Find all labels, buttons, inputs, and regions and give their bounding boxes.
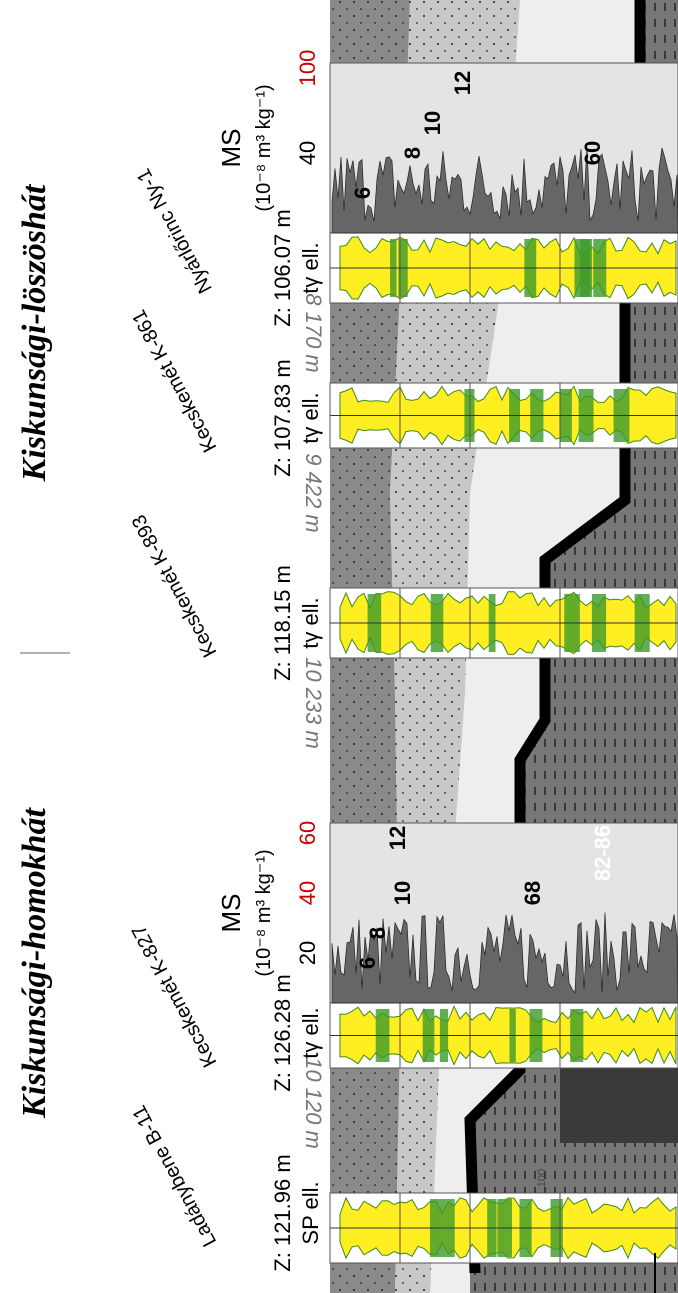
layer-label: 8 [365, 927, 390, 939]
ms-tick: 100 [295, 50, 320, 87]
well-elevation: Z: 107.83 m [270, 359, 295, 476]
ms-label: MS [216, 129, 246, 168]
title: Kiskunsági-löszöshát [16, 183, 53, 482]
well-name: Kecskemét K-893 [128, 511, 222, 661]
well-name: Kecskemét K-827 [128, 921, 222, 1071]
distance-label: 10 120 m [301, 1057, 326, 1149]
well-name: Nyárlőrinc Ny-1 [133, 165, 217, 297]
ms-tick: 40 [295, 141, 320, 165]
ms-tick: 20 [295, 941, 320, 965]
ms-label: MS [216, 894, 246, 933]
well-name: Kecskemét K-861 [128, 306, 222, 456]
well-elevation: Z: 106.07 m [270, 209, 295, 326]
depth-label: 100 [536, 1169, 548, 1187]
distance-label: 9 422 m [301, 453, 326, 533]
ms-unit: (10⁻⁸ m³ kg⁻¹) [253, 849, 275, 976]
layer-label: 10 [390, 881, 415, 905]
layer-label: 68 [520, 881, 545, 905]
log-label: tγ ell. [298, 242, 323, 293]
ms-unit: (10⁻⁸ m³ kg⁻¹) [253, 84, 275, 211]
layer-label: 6 [350, 187, 375, 199]
layer-label: 12 [385, 826, 410, 850]
ms-tick: 40 [295, 881, 320, 905]
distance-label: 8 170 m [301, 293, 326, 373]
log-label: tγ ell. [298, 597, 323, 648]
log-label: tγ ell. [298, 392, 323, 443]
layer-label: 10 [420, 111, 445, 135]
layer-label: 6 [355, 957, 380, 969]
layer-label: 8 [400, 147, 425, 159]
well-name: Ladánybene B-11 [128, 1102, 221, 1250]
well-elevation: Z: 121.96 m [270, 1154, 295, 1271]
distance-label: 10 233 m [301, 657, 326, 749]
layer-label: 60 [580, 141, 605, 165]
ms-tick: 60 [295, 821, 320, 845]
layer-label: 12 [450, 71, 475, 95]
log-label: SP ell. [298, 1181, 323, 1244]
ms-curve [331, 912, 678, 1004]
well-elevation: Z: 118.15 m [270, 565, 295, 681]
well-elevation: Z: 126.28 m [270, 974, 295, 1091]
ms-curve [331, 146, 678, 234]
layer-label: 82-86 [590, 825, 615, 881]
log-label: tγ ell. [298, 1007, 323, 1058]
title: Kiskunsági-homokhát [16, 807, 53, 1119]
